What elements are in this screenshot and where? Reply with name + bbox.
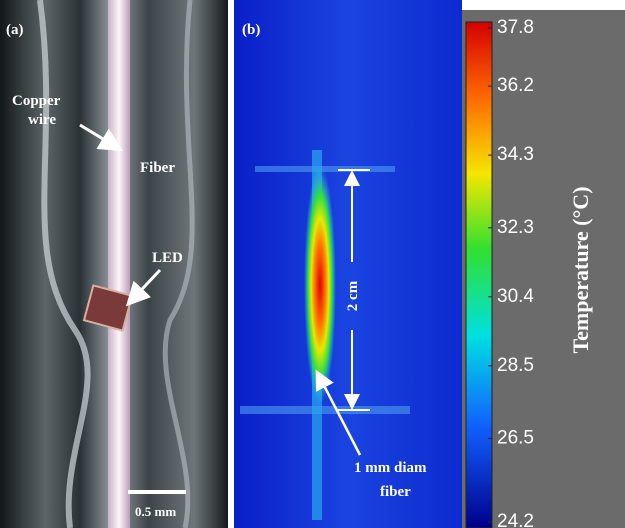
colorbar-title: Temperature (°C) — [568, 186, 593, 353]
tick-label: 36.2 — [497, 75, 534, 96]
stripe — [240, 406, 410, 414]
copper-label: Copper — [12, 93, 61, 109]
length-label: 2 cm — [345, 280, 361, 311]
tick-label: 24.2 — [497, 511, 534, 528]
panel-label: (a) — [6, 22, 24, 38]
fiber-label: Fiber — [140, 160, 175, 176]
colorbar — [466, 22, 492, 528]
fiber-note: 1 mm diam — [354, 460, 427, 476]
panel-label: (b) — [242, 22, 260, 38]
tick-label: 37.8 — [497, 17, 534, 38]
led-label: LED — [152, 250, 183, 266]
tick-label: 32.3 — [497, 217, 534, 238]
tick-label: 30.4 — [497, 286, 534, 307]
hot-spot — [304, 165, 336, 405]
thermal-image — [234, 0, 462, 528]
page: (a) Copper wire Fiber LED 0.5 mm 2 cm 1 … — [0, 0, 625, 528]
tick-label: 34.3 — [497, 144, 534, 165]
copper-label: wire — [28, 112, 56, 128]
figure: (a) Copper wire Fiber LED 0.5 mm 2 cm 1 … — [0, 0, 625, 528]
tick-label: 26.5 — [497, 427, 534, 448]
fiber — [108, 0, 130, 528]
scale-label: 0.5 mm — [135, 504, 176, 519]
fiber-note: fiber — [380, 484, 411, 500]
tick-label: 28.5 — [497, 355, 534, 376]
